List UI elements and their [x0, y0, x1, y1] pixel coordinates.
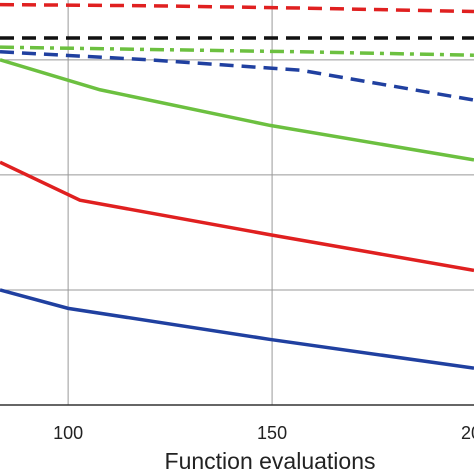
series-line: [0, 160, 474, 273]
x-tick-label: 100: [53, 423, 83, 443]
series-line: [0, 2, 474, 14]
series-line: [0, 50, 474, 102]
series-line: [0, 288, 474, 370]
series-line: [0, 58, 474, 162]
x-tick-label: 200: [461, 423, 474, 443]
x-axis-label: Function evaluations: [165, 448, 376, 474]
x-tick-label: 150: [257, 423, 287, 443]
